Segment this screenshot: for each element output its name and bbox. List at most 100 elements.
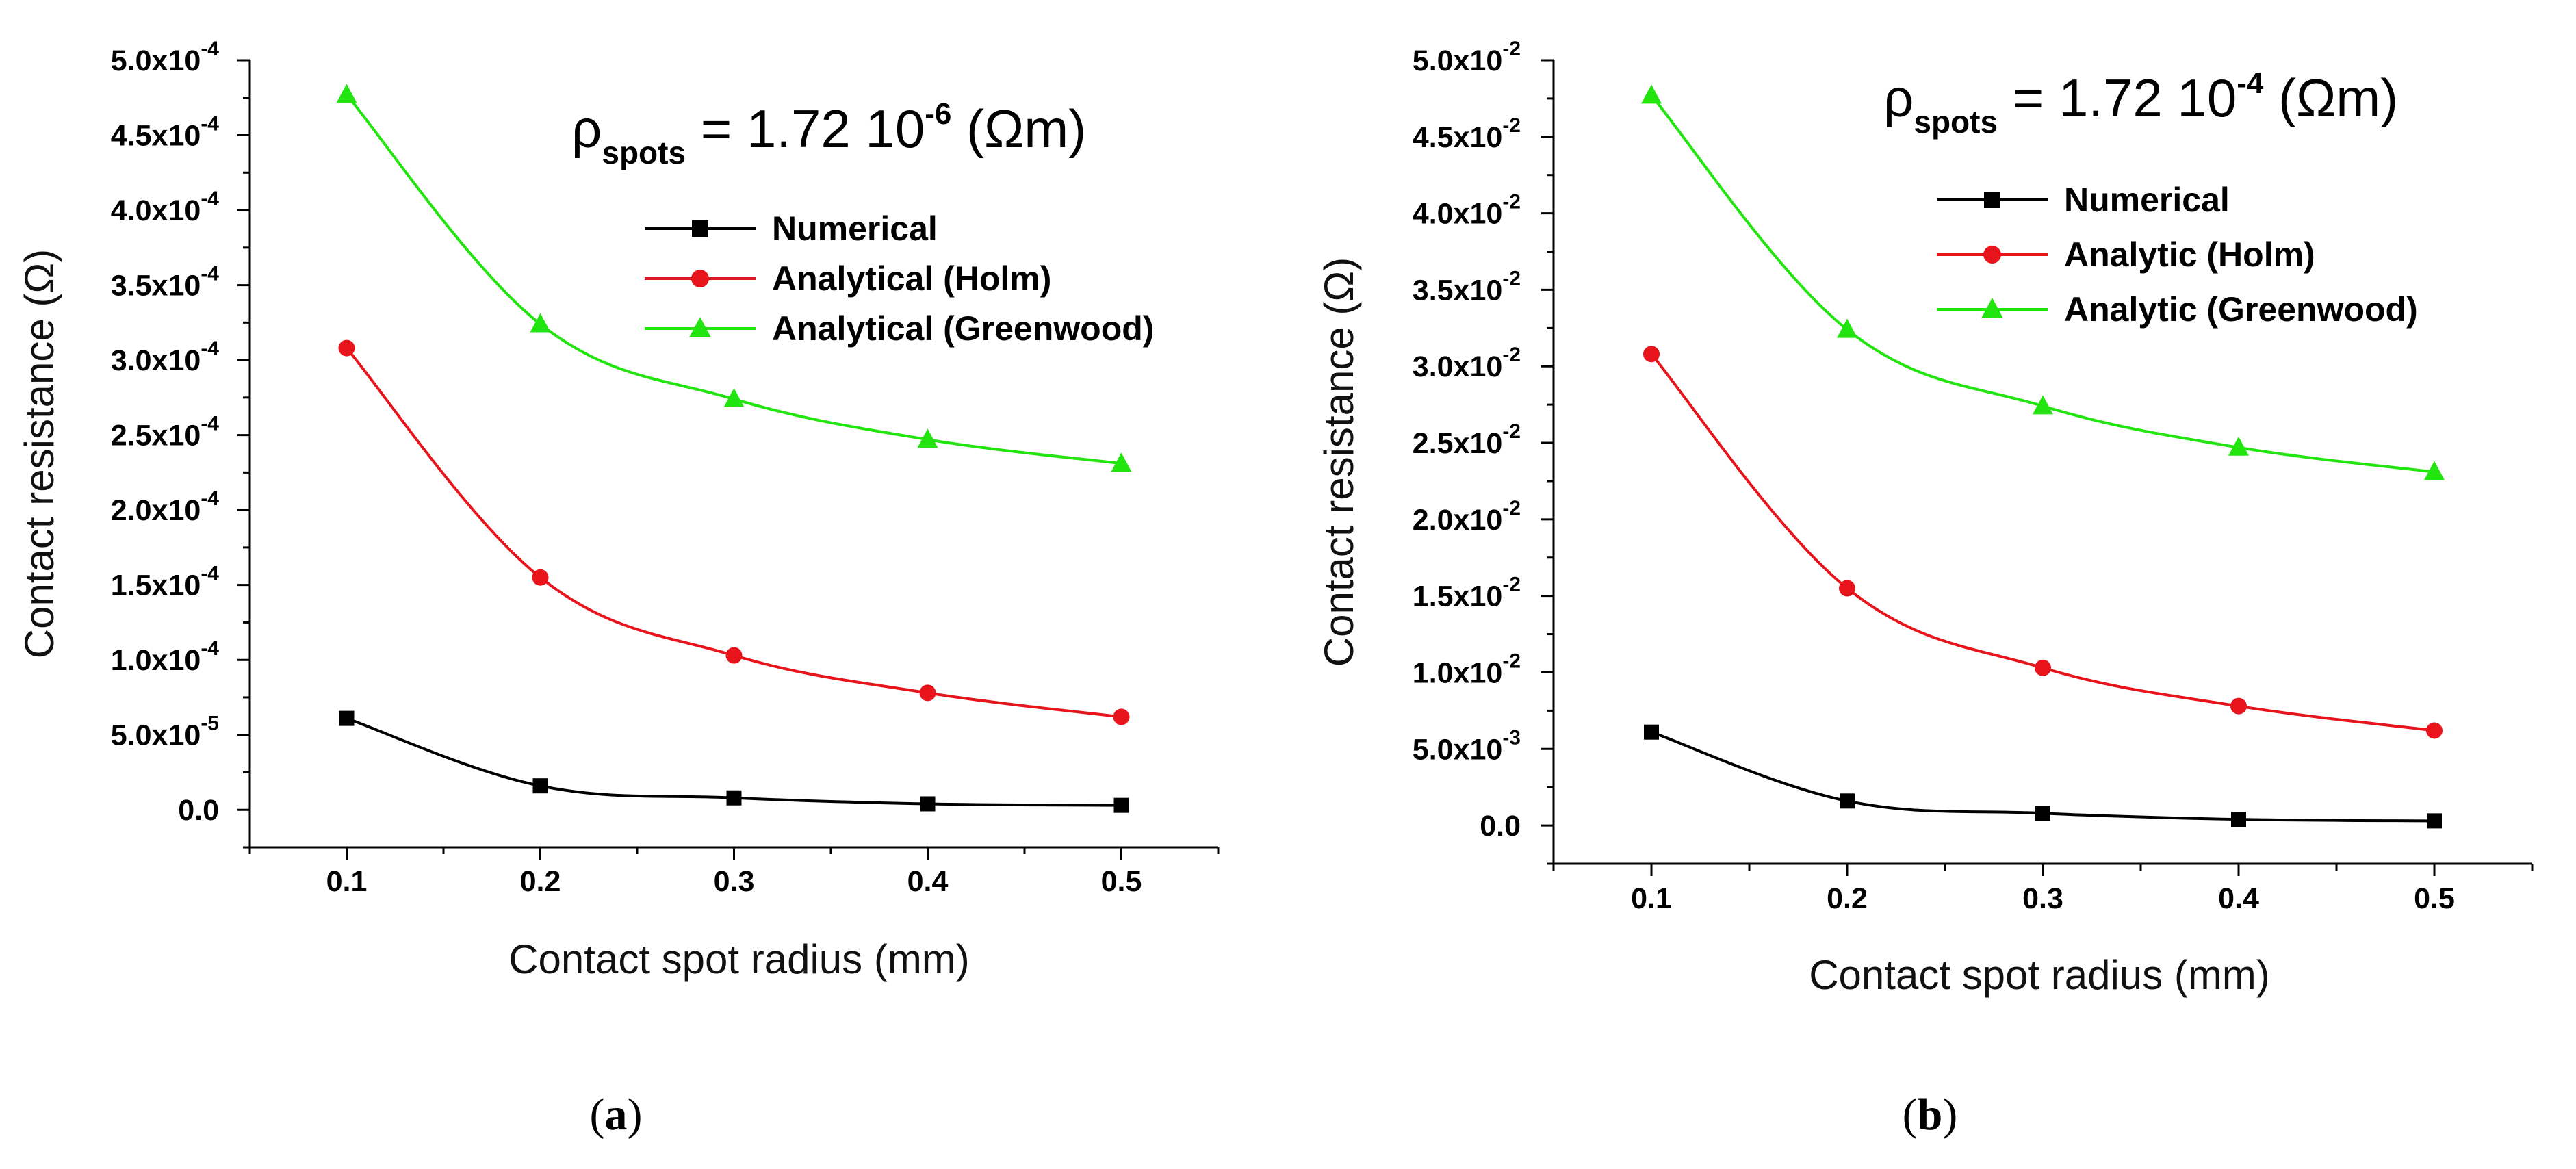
- y-tick-label: 5.0x10-4: [111, 38, 220, 77]
- y-tick-exponent: -2: [1502, 344, 1521, 366]
- data-point-2-3: [2228, 436, 2249, 456]
- legend-label-2: Analytic (Greenwood): [2064, 290, 2418, 329]
- rho-subscript: spots: [602, 135, 686, 170]
- y-tick-label: 5.0x10-5: [111, 712, 219, 752]
- rho-symbol: ρ: [571, 99, 602, 159]
- y-tick-mantissa: 3.0x10: [111, 344, 201, 377]
- rho-symbol: ρ: [1883, 68, 1914, 128]
- y-tick-mantissa: 4.0x10: [1413, 198, 1503, 231]
- legend-label-2: Analytical (Greenwood): [772, 309, 1154, 348]
- data-point-1-2: [2035, 659, 2051, 676]
- y-tick-mantissa: 4.0x10: [111, 194, 201, 227]
- panel-label-close: ): [1942, 1090, 1957, 1140]
- x-axis-title: Contact spot radius (mm): [508, 936, 970, 982]
- y-tick-exponent: -4: [201, 637, 219, 660]
- y-tick-label: 3.5x10-4: [111, 263, 220, 303]
- y-tick-exponent: -4: [201, 188, 219, 210]
- x-tick-label: 0.3: [2022, 882, 2063, 915]
- data-point-0-1: [1840, 793, 1855, 809]
- data-point-0-0: [1644, 724, 1659, 740]
- data-point-0-4: [1113, 797, 1129, 813]
- x-tick-label: 0.3: [714, 865, 755, 898]
- rho-value: = 1.72 10: [1998, 68, 2237, 128]
- chart-panel-b: 0.05.0x10-31.0x10-21.5x10-22.0x10-22.5x1…: [1316, 38, 2534, 1140]
- y-tick-mantissa: 0.0: [1480, 810, 1521, 843]
- legend-label-0: Numerical: [2064, 181, 2230, 219]
- x-axis-title: Contact spot radius (mm): [1809, 952, 2270, 998]
- y-tick-label: 1.5x10-4: [111, 563, 220, 602]
- y-tick-label: 3.5x10-2: [1413, 267, 1521, 307]
- legend-label-0: Numerical: [772, 209, 938, 248]
- legend-marker-0: [692, 220, 708, 237]
- data-point-1-3: [2230, 697, 2247, 715]
- data-point-2-2: [2033, 395, 2053, 415]
- data-point-0-2: [2035, 806, 2050, 821]
- data-point-2-3: [917, 428, 938, 448]
- data-point-1-2: [725, 647, 743, 664]
- legend-label-1: Analytic (Holm): [2064, 235, 2315, 274]
- y-axis-title: Contact resistance (Ω): [1316, 257, 1362, 667]
- legend-marker-2: [1981, 298, 2003, 318]
- y-tick-mantissa: 0.0: [178, 794, 219, 827]
- y-tick-label: 4.0x10-4: [111, 188, 220, 227]
- panel-label-open: (: [1903, 1090, 1918, 1140]
- data-point-0-2: [726, 790, 742, 806]
- resistivity-annotation: ρspots = 1.72 10-6 (Ωm): [571, 97, 1086, 170]
- y-tick-label: 1.5x10-2: [1413, 574, 1521, 613]
- y-tick-exponent: -4: [201, 263, 219, 285]
- data-point-2-0: [336, 84, 357, 103]
- series-line-1: [1650, 353, 2435, 732]
- y-tick-exponent: -3: [1502, 726, 1521, 749]
- panel-label-letter: a: [605, 1090, 628, 1140]
- y-tick-mantissa: 4.5x10: [1413, 121, 1503, 154]
- rho-exponent: -6: [925, 97, 951, 131]
- y-tick-mantissa: 5.0x10: [111, 719, 201, 752]
- y-tick-mantissa: 1.0x10: [1413, 656, 1503, 689]
- resistivity-annotation: ρspots = 1.72 10-4 (Ωm): [1883, 66, 2398, 140]
- data-point-1-0: [1643, 346, 1660, 363]
- y-tick-mantissa: 4.5x10: [111, 120, 201, 153]
- data-point-2-1: [530, 313, 551, 333]
- series-line-2: [1650, 94, 2435, 474]
- y-tick-exponent: -2: [1502, 191, 1521, 214]
- y-tick-exponent: -5: [201, 712, 219, 735]
- y-tick-exponent: -4: [201, 487, 219, 510]
- y-tick-mantissa: 1.5x10: [1413, 580, 1503, 613]
- y-tick-exponent: -2: [1502, 497, 1521, 519]
- panel-label-letter: b: [1918, 1090, 1943, 1140]
- x-tick-label: 0.1: [1631, 882, 1672, 915]
- y-tick-mantissa: 2.5x10: [1413, 427, 1503, 460]
- y-tick-exponent: -2: [1502, 420, 1521, 443]
- y-tick-exponent: -2: [1502, 650, 1521, 672]
- y-tick-label: 5.0x10-2: [1413, 38, 1521, 77]
- data-point-0-1: [532, 778, 548, 794]
- y-tick-label: 4.0x10-2: [1413, 191, 1521, 231]
- rho-exponent: -4: [2237, 66, 2264, 100]
- y-tick-mantissa: 3.5x10: [111, 270, 201, 303]
- data-point-1-0: [338, 339, 355, 357]
- chart-panel-a: 0.05.0x10-51.0x10-41.5x10-42.0x10-42.5x1…: [16, 38, 1220, 1140]
- y-tick-mantissa: 1.0x10: [111, 644, 201, 677]
- data-point-1-1: [532, 569, 549, 586]
- legend-marker-2: [689, 317, 711, 337]
- data-point-1-3: [919, 684, 936, 702]
- y-tick-label: 3.0x10-2: [1413, 344, 1521, 383]
- x-tick-label: 0.1: [326, 865, 368, 898]
- y-tick-mantissa: 3.0x10: [1413, 350, 1503, 383]
- panel-label-close: ): [628, 1090, 643, 1140]
- panel-label: (a): [590, 1090, 643, 1140]
- y-tick-label: 4.5x10-4: [111, 113, 220, 153]
- data-point-0-0: [339, 710, 355, 726]
- x-tick-label: 0.5: [2414, 882, 2455, 915]
- x-tick-label: 0.4: [2218, 882, 2259, 915]
- series-line-1: [345, 347, 1122, 719]
- y-tick-label: 2.5x10-4: [111, 413, 220, 452]
- x-tick-label: 0.5: [1101, 865, 1142, 898]
- series-line-2: [345, 94, 1122, 465]
- legend-marker-1: [691, 270, 709, 287]
- y-tick-mantissa: 5.0x10: [1413, 733, 1503, 766]
- y-tick-label: 1.0x10-2: [1413, 650, 1521, 689]
- y-tick-label: 5.0x10-3: [1413, 726, 1521, 766]
- y-tick-label: 0.0: [1480, 810, 1521, 843]
- y-tick-label: 4.5x10-2: [1413, 114, 1521, 154]
